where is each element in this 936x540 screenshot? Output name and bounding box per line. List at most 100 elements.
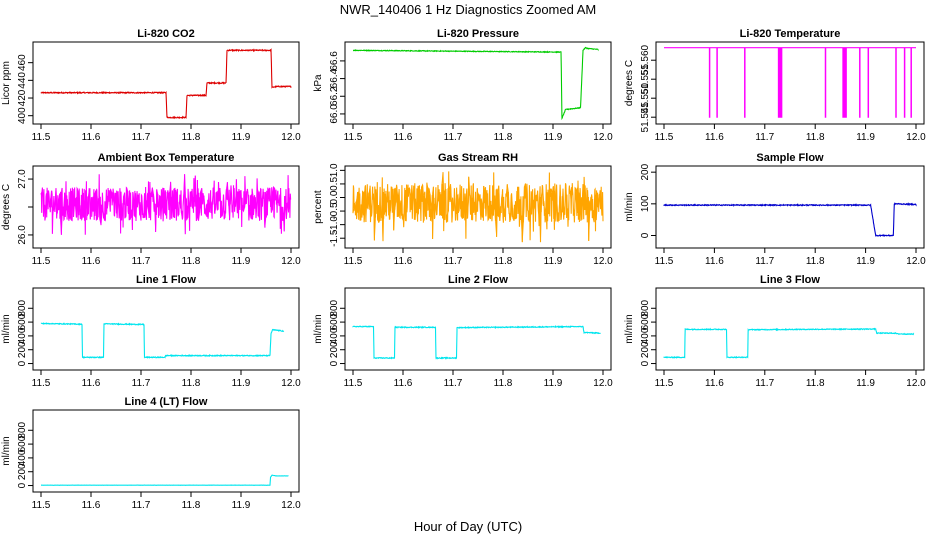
y-tick-label: 51.560	[640, 44, 651, 75]
y-tick-label: 800	[17, 299, 28, 316]
x-tick-label: 11.9	[856, 132, 875, 143]
panel-title: Line 4 (LT) Flow	[125, 396, 208, 408]
plot-frame	[344, 287, 612, 371]
x-tick-label: 11.5	[655, 256, 674, 267]
panel-line-4-lt-flow: Line 4 (LT) Flow ml/min 11.5 11.6 11.7 11.8 11…	[1, 396, 301, 511]
x-tick-label: 11.9	[544, 132, 563, 143]
panel-title: Li-820 Temperature	[740, 28, 841, 40]
panel-title: Sample Flow	[756, 152, 824, 164]
x-tick-label: 11.9	[232, 500, 251, 511]
y-tick-label: 0	[17, 360, 28, 366]
y-tick-label: 200	[329, 341, 340, 358]
plot-frame	[32, 409, 300, 493]
x-tick-label: 12.0	[593, 256, 613, 267]
x-tick-label: 11.7	[444, 378, 463, 389]
x-tick-label: 11.8	[182, 378, 201, 389]
x-tick-label: 11.8	[182, 500, 201, 511]
y-tick-label: 200	[640, 341, 651, 358]
y-tick-label: 51.555	[640, 63, 651, 94]
y-tick-label: 66.6	[329, 51, 340, 71]
x-tick-label: 11.5	[32, 378, 51, 389]
series-overlay-ambient-box-temperature	[40, 174, 291, 235]
figure-x-axis-label: Hour of Day (UTC)	[414, 519, 522, 534]
x-tick-label: 11.5	[344, 256, 363, 267]
y-tick-label: 400	[17, 327, 28, 344]
plot-frame	[32, 287, 300, 371]
x-tick-label: 11.5	[344, 132, 363, 143]
y-tick-label: 51.550	[640, 82, 651, 113]
x-tick-label: 11.7	[132, 378, 151, 389]
panel-li-820-pressure: Li-820 Pressure kPa 11.5 11.6 11.7 11.8 11.9 12…	[313, 28, 613, 143]
x-tick-label: 11.6	[705, 132, 724, 143]
x-tick-label: 12.0	[593, 378, 613, 389]
y-tick-label: 800	[17, 421, 28, 438]
x-tick-label: 11.6	[705, 256, 724, 267]
series-line-line-2-flow	[352, 325, 601, 360]
y-tick-label: 600	[17, 435, 28, 452]
y-axis-label: kPa	[313, 74, 324, 92]
x-tick-label: 12.0	[281, 256, 301, 267]
x-tick-label: 11.7	[132, 500, 151, 511]
y-tick-label: 800	[640, 299, 651, 316]
y-axis-label: ml/min	[1, 436, 12, 465]
y-tick-label: 400	[17, 107, 28, 124]
y-tick-label: 200	[17, 341, 28, 358]
y-tick-label: -0.5	[329, 202, 340, 220]
series-line-line-1-flow	[40, 322, 285, 359]
y-tick-label: 27.0	[17, 169, 28, 189]
panel-title: Li-820 CO2	[137, 28, 194, 40]
y-tick-label: 0	[640, 360, 651, 366]
x-tick-label: 12.0	[281, 378, 301, 389]
x-tick-label: 11.6	[82, 378, 101, 389]
y-axis-label: degrees C	[1, 184, 12, 230]
y-axis-label: ml/min	[624, 192, 635, 221]
y-tick-label: 400	[329, 327, 340, 344]
plot-frame	[655, 287, 925, 371]
x-tick-label: 11.9	[232, 256, 251, 267]
panel-title: Line 3 Flow	[760, 274, 820, 286]
x-tick-label: 11.7	[132, 256, 151, 267]
series-line-li-820-co2	[40, 48, 292, 120]
x-tick-label: 11.6	[705, 378, 724, 389]
x-tick-label: 12.0	[906, 256, 926, 267]
panel-sample-flow: Sample Flow ml/min 11.5 11.6 11.7 11.8 11.9 12.…	[624, 152, 926, 267]
y-tick-label: 26.0	[17, 225, 28, 245]
y-tick-label: 100	[640, 195, 651, 212]
y-axis-label: percent	[313, 190, 324, 224]
y-tick-label: 0.0	[329, 190, 340, 204]
panel-line-3-flow: Line 3 Flow ml/min 11.5 11.6 11.7 11.8 11.9 12.…	[624, 274, 926, 389]
series-line-li-820-pressure	[353, 46, 599, 121]
y-axis-label: ml/min	[1, 314, 12, 343]
series-line-line-4-lt-flow	[41, 474, 289, 486]
x-tick-label: 11.5	[32, 132, 51, 143]
x-tick-label: 11.7	[755, 378, 774, 389]
x-tick-label: 11.9	[856, 378, 875, 389]
x-tick-label: 11.8	[806, 256, 825, 267]
y-tick-label: 51.545	[640, 101, 651, 132]
y-tick-label: 400	[17, 449, 28, 466]
x-tick-label: 11.8	[494, 132, 513, 143]
x-tick-label: 12.0	[906, 132, 926, 143]
x-tick-label: 11.5	[655, 132, 674, 143]
y-tick-label: 800	[329, 299, 340, 316]
panel-title: Line 2 Flow	[448, 274, 508, 286]
x-tick-label: 11.8	[806, 132, 825, 143]
y-tick-label: -1.5	[329, 229, 340, 247]
x-tick-label: 11.8	[494, 256, 513, 267]
y-tick-label: 200	[640, 163, 651, 180]
x-tick-label: 11.9	[544, 256, 563, 267]
panel-gas-stream-rh: Gas Stream RH percent 11.5 11.6 11.7 11.8 11.9…	[313, 152, 613, 267]
x-tick-label: 11.7	[755, 256, 774, 267]
plot-frame	[655, 41, 925, 125]
x-tick-label: 11.8	[494, 378, 513, 389]
y-tick-label: 600	[329, 313, 340, 330]
x-tick-label: 11.7	[132, 132, 151, 143]
y-tick-label: 420	[17, 89, 28, 106]
plot-frame	[655, 165, 925, 249]
panel-ambient-box-temperature: Ambient Box Temperature degrees C 11.5 11.6…	[1, 152, 301, 267]
y-tick-label: 0	[640, 232, 651, 238]
plot-frame	[344, 41, 612, 125]
x-tick-label: 12.0	[593, 132, 613, 143]
x-tick-label: 11.6	[82, 132, 101, 143]
